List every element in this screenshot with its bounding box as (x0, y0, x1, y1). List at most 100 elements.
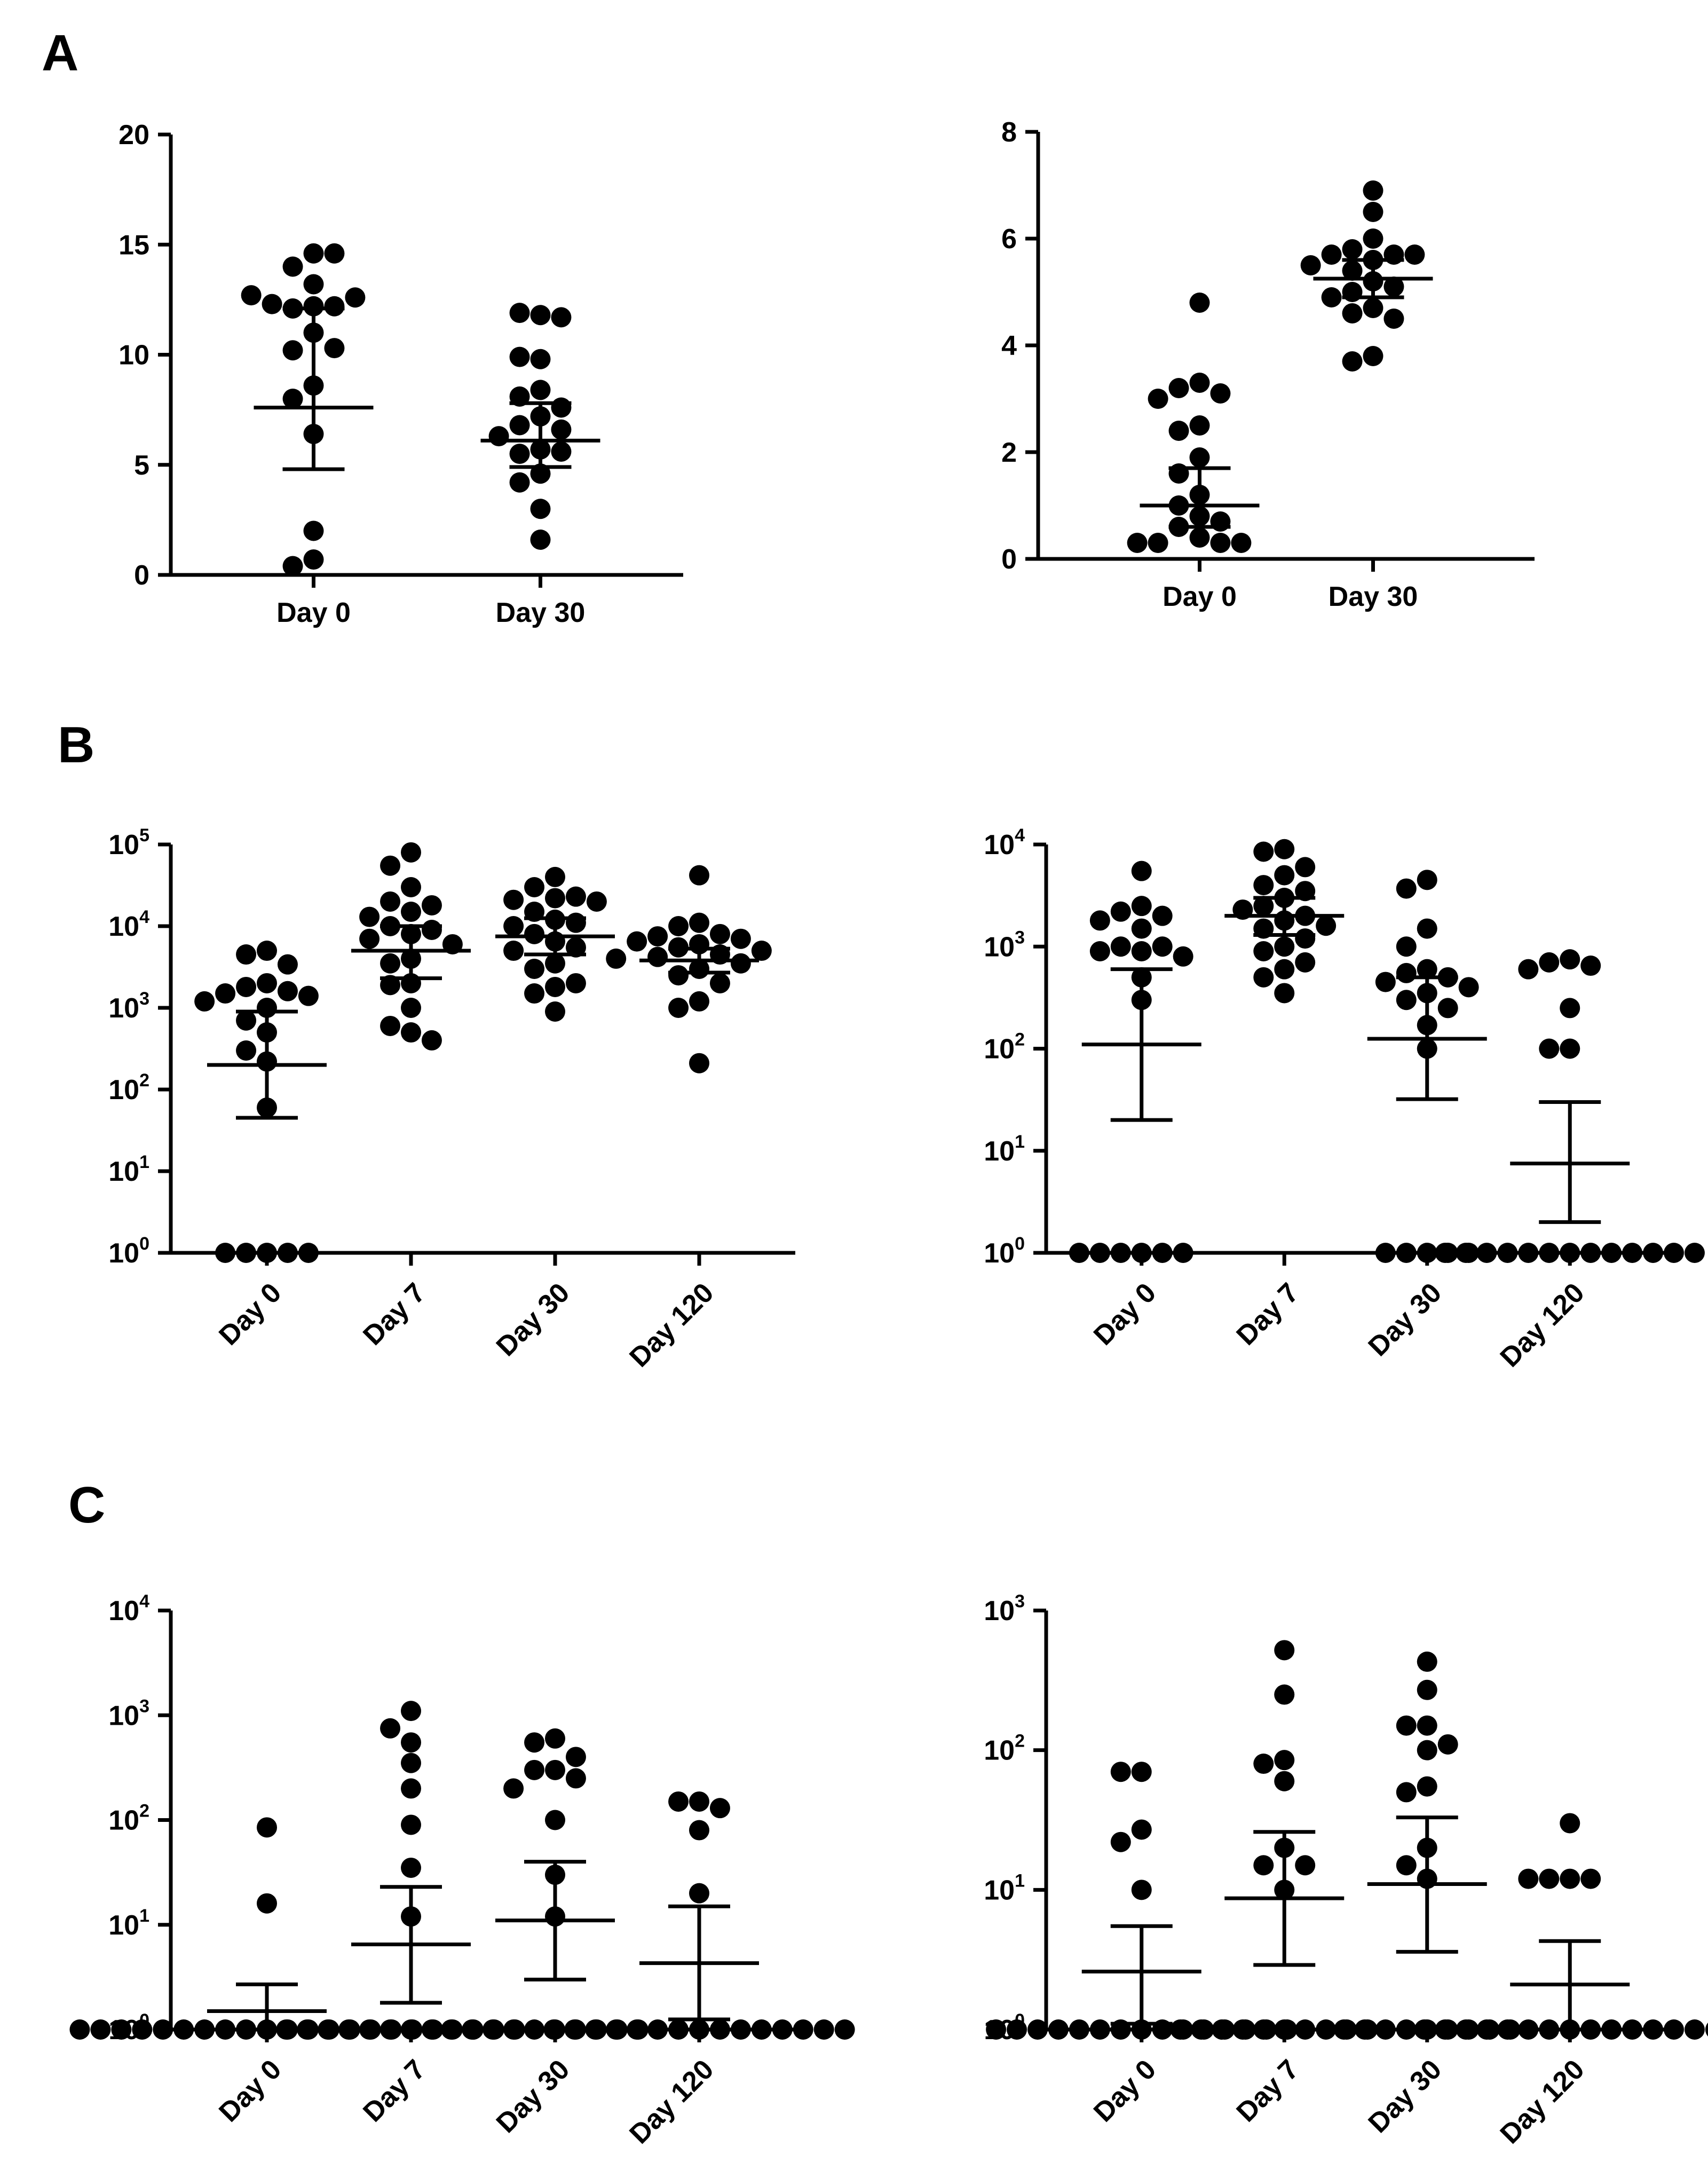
data-point (401, 1857, 421, 1878)
data-point (1342, 239, 1363, 259)
data-point (1295, 2019, 1316, 2040)
data-point (1458, 977, 1479, 998)
data-point (1069, 1243, 1089, 1263)
data-point (1664, 1243, 1684, 1263)
data-point (303, 549, 324, 570)
data-point (1110, 1831, 1131, 1852)
data-point (1417, 1651, 1437, 1672)
y-tick-label: 100 (984, 1234, 1025, 1269)
data-point (1375, 2019, 1396, 2040)
data-point (689, 1820, 709, 1841)
data-point (194, 2019, 215, 2040)
data-point (1189, 293, 1210, 313)
data-point (303, 520, 324, 541)
data-point (551, 441, 572, 462)
data-point (668, 1791, 689, 1812)
data-point (565, 912, 586, 933)
data-point (1170, 2019, 1191, 2040)
data-point (1089, 941, 1110, 962)
data-point (1375, 972, 1396, 992)
data-point (1253, 2019, 1274, 2040)
data-point (524, 877, 545, 898)
data-point (1396, 1243, 1417, 1263)
data-point (1027, 2019, 1048, 2040)
data-point (488, 426, 509, 447)
data-point (1643, 1243, 1664, 1263)
data-point (236, 976, 257, 997)
data-point (551, 419, 572, 440)
y-tick-label: 20 (118, 120, 149, 151)
data-point (111, 2019, 132, 2040)
data-point (1274, 1750, 1295, 1771)
data-point (380, 2019, 401, 2040)
data-point (1476, 1243, 1497, 1263)
data-point (503, 2019, 524, 2040)
data-point (1295, 952, 1316, 973)
data-point (647, 926, 668, 947)
data-point (503, 916, 524, 936)
y-tick-label: 103 (984, 1591, 1025, 1627)
data-point (1396, 878, 1417, 899)
data-point (1417, 959, 1437, 980)
data-point (1274, 959, 1295, 980)
x-tick-label: Day 0 (1088, 2054, 1162, 2128)
y-tick-label: 101 (108, 1152, 149, 1187)
data-point (1363, 228, 1383, 249)
data-point (345, 287, 366, 308)
data-point (1274, 2019, 1295, 2040)
x-tick-label: Day 7 (1231, 1277, 1305, 1351)
data-point (401, 1778, 421, 1799)
data-point (1231, 533, 1252, 553)
data-point (1601, 1243, 1622, 1263)
data-point (303, 296, 324, 317)
data-point (1342, 260, 1363, 281)
data-point (524, 983, 545, 1004)
data-point (462, 2019, 483, 2040)
data-point (1295, 857, 1316, 878)
data-point (1048, 2019, 1069, 2040)
y-tick-label: 8 (1001, 117, 1017, 148)
data-point (338, 2019, 359, 2040)
data-point (1274, 839, 1295, 859)
data-point (1580, 1868, 1601, 1889)
data-point (282, 340, 303, 361)
data-point (586, 891, 607, 912)
data-point (359, 928, 380, 949)
data-point (813, 2019, 834, 2040)
data-point (793, 2019, 813, 2040)
x-tick-label: Day 0 (1088, 1277, 1162, 1351)
x-tick-label: Day 7 (357, 2054, 431, 2128)
x-tick-label: Day 30 (496, 597, 586, 628)
data-point (1253, 941, 1274, 962)
data-point (772, 2019, 793, 2040)
data-point (1127, 533, 1148, 553)
data-point (1476, 2019, 1497, 2040)
data-point (1212, 2019, 1232, 2040)
data-point (524, 959, 545, 980)
data-point (1274, 983, 1295, 1004)
data-point (1396, 2019, 1417, 2040)
data-point (1189, 373, 1210, 393)
data-point (1131, 1243, 1152, 1263)
data-point (1152, 905, 1173, 926)
data-point (1007, 2019, 1027, 2040)
data-point (215, 2019, 236, 2040)
data-point (1232, 2019, 1253, 2040)
data-point (1089, 910, 1110, 931)
data-point (565, 1747, 586, 1767)
data-point (503, 889, 524, 910)
data-point (241, 285, 262, 306)
x-tick-label: Day 0 (213, 2054, 287, 2128)
data-point (173, 2019, 194, 2040)
y-tick-label: 101 (108, 1906, 149, 1941)
data-point (545, 1810, 565, 1830)
data-point (545, 888, 565, 909)
data-point (380, 855, 401, 876)
data-point (709, 973, 730, 993)
data-point (564, 2019, 585, 2040)
data-point (380, 953, 401, 974)
data-point (1560, 1813, 1580, 1834)
data-point (277, 981, 298, 1001)
data-point (297, 2019, 318, 2040)
